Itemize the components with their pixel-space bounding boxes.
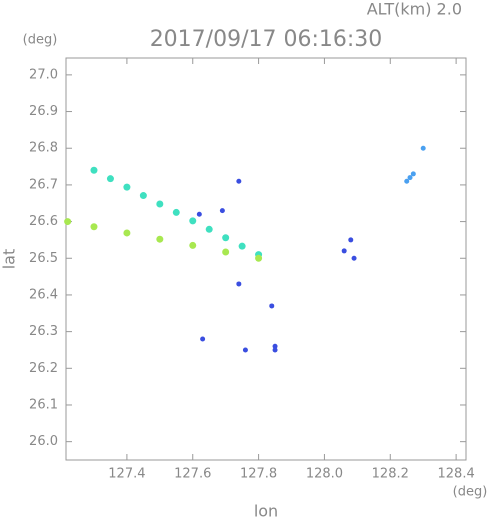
point: [90, 223, 98, 231]
y-tick-label: 26.8: [29, 141, 58, 156]
y-tick-label: 26.2: [29, 361, 58, 376]
y-tick-label: 26.7: [29, 177, 58, 192]
x-tick-label: 128.0: [306, 467, 343, 482]
point: [236, 281, 242, 287]
y-tick-label: 26.4: [29, 287, 58, 302]
point: [189, 241, 197, 249]
point: [139, 192, 147, 200]
point: [242, 347, 248, 353]
x-tick-label: 128.4: [438, 467, 475, 482]
point: [272, 343, 278, 349]
point: [123, 183, 131, 191]
y-tick-label: 26.3: [29, 324, 58, 339]
point: [269, 303, 275, 309]
point: [156, 235, 164, 243]
x-axis-label: lon: [254, 502, 278, 521]
point: [172, 208, 180, 216]
point: [236, 178, 242, 184]
point: [255, 254, 263, 262]
y-tick-label: 26.5: [29, 251, 58, 266]
chart-title: 2017/09/17 06:16:30: [150, 27, 383, 52]
point: [156, 200, 164, 208]
x-tick-label: 127.4: [108, 467, 145, 482]
point: [410, 171, 416, 177]
subtitle: ALT(km) 2.0: [367, 0, 462, 19]
point: [238, 242, 246, 250]
point: [272, 347, 278, 353]
point: [222, 234, 230, 242]
point: [205, 225, 213, 233]
x-tick-label: 127.8: [240, 467, 277, 482]
y-tick-label: 26.6: [29, 214, 58, 229]
point: [196, 211, 202, 217]
point: [200, 336, 206, 342]
plot-frame: [65, 57, 467, 461]
y-unit: (deg): [23, 33, 58, 48]
x-unit: (deg): [453, 485, 488, 500]
point: [90, 166, 98, 174]
point: [407, 175, 413, 181]
point: [64, 218, 72, 226]
y-axis-label: lat: [0, 249, 19, 270]
point: [219, 208, 225, 214]
point: [348, 237, 354, 243]
y-tick-label: 26.9: [29, 104, 58, 119]
y-tick-label: 26.0: [29, 434, 58, 449]
x-tick-label: 127.6: [174, 467, 211, 482]
point: [404, 178, 410, 184]
y-tick-label: 26.1: [29, 397, 58, 412]
point: [106, 175, 114, 183]
point: [420, 145, 426, 151]
point: [341, 248, 347, 254]
point: [123, 229, 131, 237]
x-tick-label: 128.2: [372, 467, 409, 482]
point: [222, 248, 230, 256]
point: [189, 217, 197, 225]
point: [351, 255, 357, 261]
y-tick-label: 27.0: [29, 67, 58, 82]
